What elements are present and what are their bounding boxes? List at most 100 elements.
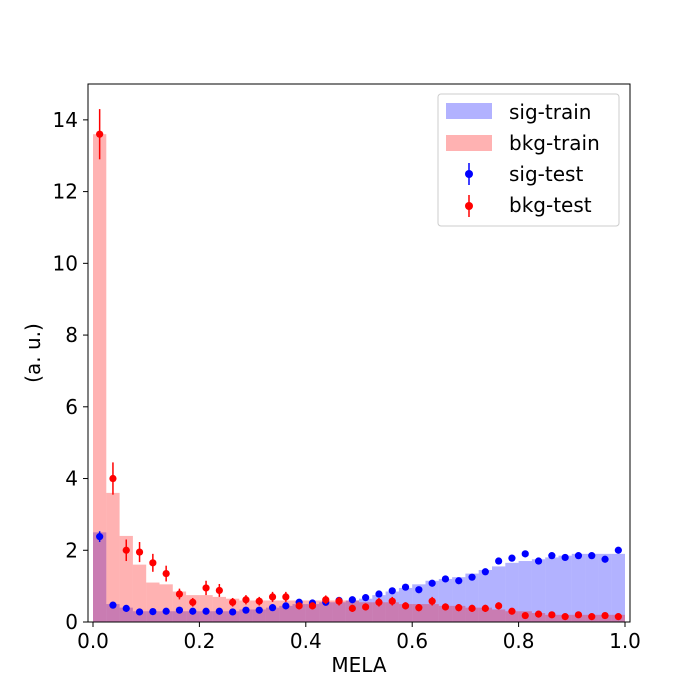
data-point-sig-test: [588, 552, 596, 560]
legend-label-sig-train: sig-train: [509, 100, 591, 124]
data-point-bkg-test: [481, 604, 489, 612]
data-point-bkg-test: [401, 602, 410, 610]
y-tick-label: 2: [65, 538, 78, 562]
hist-bar-sig-train: [465, 573, 479, 622]
y-tick-label: 8: [65, 323, 78, 347]
data-point-bkg-test: [202, 584, 210, 592]
data-point-bkg-test: [135, 548, 144, 556]
hist-bar-sig-train: [186, 611, 200, 622]
hist-bar-sig-train: [239, 609, 253, 622]
hist-bar-bkg-train: [398, 604, 413, 622]
data-point-bkg-test: [189, 598, 197, 606]
y-tick-label: 12: [53, 180, 78, 204]
x-tick-label: 1.0: [609, 629, 641, 653]
legend-label-bkg-train: bkg-train: [509, 131, 600, 155]
data-point-bkg-test: [295, 602, 303, 610]
hist-bar-bkg-train: [478, 607, 492, 622]
data-point-bkg-test: [375, 598, 383, 606]
y-tick-label: 4: [65, 467, 78, 491]
hist-bar-bkg-train: [505, 611, 519, 622]
data-point-sig-test: [481, 568, 489, 576]
data-point-sig-test: [362, 594, 370, 602]
legend-marker-bkg-test: [465, 202, 473, 210]
data-point-sig-test: [175, 606, 184, 614]
data-point-bkg-test: [242, 596, 250, 604]
hist-bar-sig-train: [452, 577, 466, 622]
y-tick-label: 0: [65, 610, 78, 634]
data-point-sig-test: [548, 552, 556, 560]
data-point-sig-test: [415, 586, 423, 594]
data-point-sig-test: [534, 557, 543, 565]
hist-bar-bkg-train: [319, 600, 333, 622]
x-tick-label: 0.2: [183, 629, 215, 653]
data-point-sig-test: [508, 554, 516, 562]
hist-bar-sig-train: [558, 555, 572, 622]
data-point-sig-test: [189, 607, 197, 615]
legend-label-sig-test: sig-test: [509, 162, 583, 186]
hist-bar-bkg-train: [425, 604, 439, 622]
data-point-bkg-test: [548, 611, 556, 619]
x-tick-label: 0.8: [503, 629, 535, 653]
data-point-bkg-test: [614, 613, 622, 621]
data-point-bkg-test: [441, 603, 450, 611]
data-point-bkg-test: [149, 559, 157, 567]
data-point-sig-test: [401, 583, 410, 591]
hist-bar-bkg-train: [385, 602, 399, 622]
hist-bar-sig-train: [505, 562, 519, 622]
data-point-sig-test: [109, 601, 117, 609]
y-tick-label: 14: [53, 108, 78, 132]
hist-bar-sig-train: [279, 605, 293, 622]
data-point-sig-test: [388, 587, 396, 595]
hist-bar-sig-train: [159, 611, 173, 622]
hist-bar-sig-train: [385, 591, 399, 622]
legend-box: [437, 93, 620, 227]
hist-bar-sig-train: [412, 584, 426, 622]
hist-bar-sig-train: [199, 611, 213, 622]
hist-bar-sig-train: [119, 607, 133, 622]
data-point-bkg-test: [348, 604, 356, 612]
hist-bar-sig-train: [305, 604, 320, 622]
hist-bar-sig-train: [252, 609, 266, 622]
hist-bar-bkg-train: [452, 605, 466, 622]
x-axis: 0.0 0.2 0.4 0.6 0.8 1.0: [77, 622, 641, 653]
y-tick-label: 6: [65, 395, 78, 419]
legend: sig-train bkg-train sig-test bkg-test: [437, 93, 620, 227]
hist-bar-bkg-train: [106, 492, 120, 622]
hist-bar-sig-train: [492, 566, 506, 622]
data-point-bkg-test: [388, 597, 396, 605]
data-point-sig-test: [521, 550, 529, 558]
hist-bar-sig-train: [585, 553, 599, 622]
data-point-sig-test: [135, 608, 144, 616]
hist-bar-sig-train: [531, 559, 546, 622]
hist-bar-sig-train: [571, 553, 586, 622]
data-point-bkg-test: [588, 613, 596, 621]
data-point-bkg-test: [428, 597, 436, 605]
data-point-sig-test: [441, 575, 450, 583]
data-point-bkg-test: [229, 598, 237, 606]
hist-bar-bkg-train: [465, 607, 479, 622]
hist-bar-bkg-train: [132, 564, 147, 622]
hist-bar-sig-train: [172, 611, 187, 622]
data-point-bkg-test: [574, 611, 583, 619]
axes-frame: [87, 83, 631, 623]
hist-bar-bkg-train: [93, 134, 107, 623]
data-point-sig-test: [149, 607, 157, 616]
data-point-bkg-test: [255, 597, 263, 605]
hist-bar-sig-train: [93, 532, 107, 622]
data-point-bkg-test: [215, 586, 223, 595]
data-point-sig-test: [614, 546, 622, 554]
data-point-bkg-test: [561, 613, 569, 621]
hist-bar-sig-train: [106, 604, 120, 622]
hist-bar-sig-train: [212, 611, 226, 622]
hist-bar-bkg-train: [492, 609, 506, 622]
data-point-bkg-test: [362, 603, 370, 611]
data-point-bkg-test: [175, 590, 184, 598]
hist-bar-sig-train: [611, 553, 625, 622]
data-point-sig-test: [495, 557, 503, 565]
legend-label-bkg-test: bkg-test: [509, 193, 592, 217]
hist-bar-sig-train: [598, 553, 612, 622]
data-point-sig-test: [428, 579, 436, 587]
data-point-sig-test: [202, 607, 210, 615]
data-point-bkg-test: [468, 604, 476, 612]
y-axis-label: (a. u.): [21, 323, 45, 383]
